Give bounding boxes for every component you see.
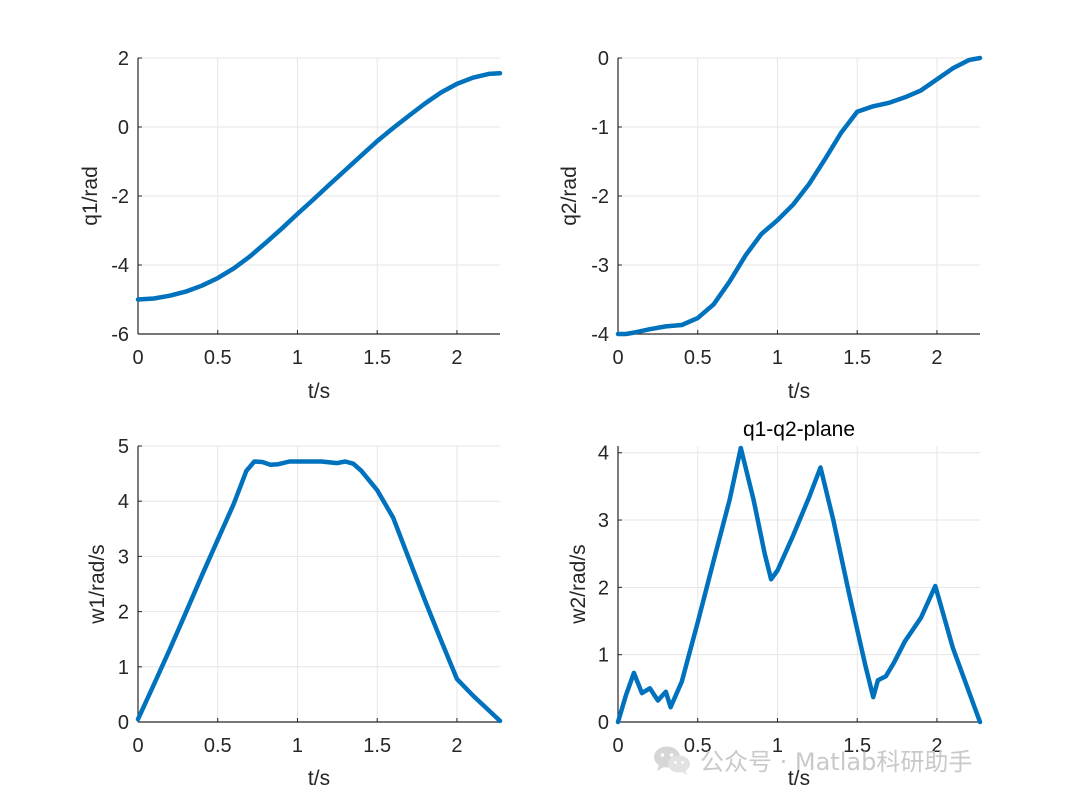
y-tick-label: 1 — [598, 645, 609, 667]
axes-frame — [137, 445, 500, 723]
axes-frame — [617, 57, 980, 335]
x-tick-label: 1.5 — [363, 347, 391, 369]
y-tick-label: 0 — [118, 712, 129, 734]
x-tick-label: 2 — [931, 735, 942, 757]
series-line — [135, 70, 503, 302]
y-tick-labels: 0 1 2 3 4 — [598, 443, 609, 734]
y-axis-label: q2/rad — [558, 166, 581, 226]
y-axis-label: q1/rad — [79, 166, 102, 226]
y-tick-label: -2 — [111, 186, 129, 208]
x-tick-label: 1 — [772, 347, 783, 369]
grid-lines — [617, 446, 980, 723]
data-series — [135, 70, 503, 302]
y-tick-label: 0 — [118, 117, 129, 139]
grid-lines — [137, 445, 500, 723]
x-axis-label: t/s — [308, 380, 330, 403]
series-line — [135, 459, 503, 724]
x-tick-label: 1 — [772, 735, 783, 757]
series-line — [615, 55, 983, 337]
y-axis-label: w1/rad/s — [86, 544, 109, 624]
axes-frame — [137, 57, 500, 335]
x-tick-label: 2 — [931, 347, 942, 369]
subplot-w1: 0 0.5 1 1.5 2 0 1 2 3 4 5 t/s w1/rad/s — [86, 436, 503, 790]
axes-frame — [617, 446, 980, 723]
y-tick-label: 3 — [598, 510, 609, 532]
y-tick-label: 1 — [118, 657, 129, 679]
x-tick-label: 0.5 — [684, 347, 712, 369]
watermark-text: 公众号 · Matlab科研助手 — [700, 748, 973, 776]
y-tick-label: 2 — [118, 602, 129, 624]
x-tick-label: 1.5 — [363, 735, 391, 757]
x-tick-label: 0 — [132, 735, 143, 757]
x-axis-label: t/s — [788, 380, 810, 403]
x-tick-label: 1 — [292, 347, 303, 369]
subplot-w2: 0 0.5 1 1.5 2 0 1 2 3 4 t/s w2/rad/s q1-q2-plane — [567, 418, 983, 790]
y-tick-label: -4 — [111, 255, 129, 277]
x-axis-label: t/s — [788, 767, 810, 790]
x-tick-label: 1.5 — [843, 347, 871, 369]
y-tick-label: -3 — [591, 255, 609, 277]
y-tick-label: 2 — [598, 577, 609, 599]
x-tick-label: 0 — [612, 347, 623, 369]
y-tick-labels: -4 -3 -2 -1 0 — [591, 48, 609, 346]
y-tick-label: 2 — [118, 48, 129, 70]
y-tick-label: -6 — [111, 324, 129, 346]
x-tick-label: 0 — [612, 735, 623, 757]
y-axis-label: w2/rad/s — [567, 544, 590, 624]
x-tick-label: 0.5 — [204, 735, 232, 757]
x-axis-label: t/s — [308, 767, 330, 790]
data-series — [615, 55, 983, 337]
series-line — [615, 445, 983, 725]
x-tick-label: 1 — [292, 735, 303, 757]
y-tick-label: 4 — [118, 491, 129, 513]
y-tick-labels: 0 1 2 3 4 5 — [118, 436, 129, 734]
subplot-title: q1-q2-plane — [743, 418, 855, 441]
x-tick-labels: 0 0.5 1 1.5 2 — [612, 735, 942, 757]
y-tick-label: -1 — [591, 117, 609, 139]
y-tick-label: -2 — [591, 186, 609, 208]
subplot-q1: 0 0.5 1 1.5 2 -6 -4 -2 0 2 t/s q1/rad — [79, 48, 503, 403]
x-tick-label: 2 — [451, 735, 462, 757]
y-tick-label: 3 — [118, 546, 129, 568]
x-tick-labels: 0 0.5 1 1.5 2 — [132, 347, 462, 369]
wechat-icon — [654, 746, 690, 775]
data-series — [615, 445, 983, 725]
y-tick-labels: -6 -4 -2 0 2 — [111, 48, 129, 346]
x-tick-label: 1.5 — [843, 735, 871, 757]
subplot-q2: 0 0.5 1 1.5 2 -4 -3 -2 -1 0 t/s q2/rad — [558, 48, 983, 403]
y-tick-label: 5 — [118, 436, 129, 458]
x-tick-label: 0.5 — [684, 735, 712, 757]
x-tick-label: 0 — [132, 347, 143, 369]
y-tick-label: -4 — [591, 324, 609, 346]
y-tick-label: 0 — [598, 48, 609, 70]
watermark: 公众号 · Matlab科研助手 — [652, 742, 972, 777]
x-tick-labels: 0 0.5 1 1.5 2 — [612, 347, 942, 369]
y-tick-label: 0 — [598, 712, 609, 734]
x-tick-label: 0.5 — [204, 347, 232, 369]
x-tick-label: 2 — [451, 347, 462, 369]
data-series — [135, 459, 503, 724]
x-tick-labels: 0 0.5 1 1.5 2 — [132, 735, 462, 757]
y-tick-label: 4 — [598, 443, 609, 465]
